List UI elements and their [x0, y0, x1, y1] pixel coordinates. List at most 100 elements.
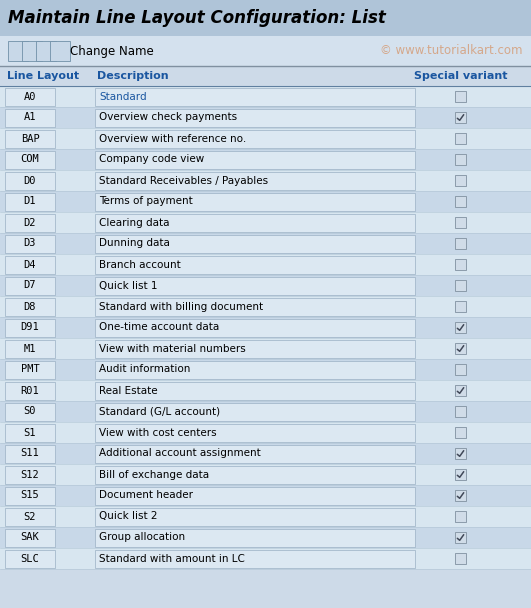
- FancyBboxPatch shape: [455, 553, 466, 564]
- Text: Description: Description: [97, 71, 169, 81]
- FancyBboxPatch shape: [0, 0, 531, 36]
- FancyBboxPatch shape: [95, 108, 415, 126]
- Text: Bill of exchange data: Bill of exchange data: [99, 469, 209, 480]
- Text: Overview with reference no.: Overview with reference no.: [99, 134, 246, 143]
- FancyBboxPatch shape: [0, 254, 531, 275]
- Text: Clearing data: Clearing data: [99, 218, 169, 227]
- FancyBboxPatch shape: [95, 255, 415, 274]
- Text: One-time account data: One-time account data: [99, 322, 219, 333]
- FancyBboxPatch shape: [22, 41, 42, 61]
- Text: BAP: BAP: [21, 134, 39, 143]
- Text: Document header: Document header: [99, 491, 193, 500]
- FancyBboxPatch shape: [455, 154, 466, 165]
- FancyBboxPatch shape: [5, 486, 55, 505]
- Text: A1: A1: [24, 112, 36, 122]
- FancyBboxPatch shape: [95, 297, 415, 316]
- FancyBboxPatch shape: [0, 443, 531, 464]
- FancyBboxPatch shape: [95, 193, 415, 210]
- FancyBboxPatch shape: [455, 301, 466, 312]
- Text: Line Layout: Line Layout: [7, 71, 79, 81]
- FancyBboxPatch shape: [0, 212, 531, 233]
- FancyBboxPatch shape: [95, 213, 415, 232]
- Text: A0: A0: [24, 91, 36, 102]
- FancyBboxPatch shape: [455, 406, 466, 417]
- Text: S15: S15: [21, 491, 39, 500]
- Text: Special variant: Special variant: [414, 71, 507, 81]
- FancyBboxPatch shape: [455, 532, 466, 543]
- FancyBboxPatch shape: [0, 506, 531, 527]
- FancyBboxPatch shape: [0, 275, 531, 296]
- FancyBboxPatch shape: [0, 359, 531, 380]
- FancyBboxPatch shape: [95, 508, 415, 525]
- FancyBboxPatch shape: [0, 485, 531, 506]
- FancyBboxPatch shape: [95, 319, 415, 336]
- FancyBboxPatch shape: [455, 238, 466, 249]
- Text: D91: D91: [21, 322, 39, 333]
- FancyBboxPatch shape: [455, 322, 466, 333]
- Text: Standard Receivables / Payables: Standard Receivables / Payables: [99, 176, 268, 185]
- FancyBboxPatch shape: [455, 490, 466, 501]
- Text: S12: S12: [21, 469, 39, 480]
- Text: Quick list 2: Quick list 2: [99, 511, 158, 522]
- FancyBboxPatch shape: [5, 213, 55, 232]
- Text: Terms of payment: Terms of payment: [99, 196, 193, 207]
- Text: Real Estate: Real Estate: [99, 385, 158, 395]
- FancyBboxPatch shape: [0, 107, 531, 128]
- Text: Branch account: Branch account: [99, 260, 181, 269]
- FancyBboxPatch shape: [50, 41, 70, 61]
- Text: M1: M1: [24, 344, 36, 353]
- FancyBboxPatch shape: [36, 41, 56, 61]
- FancyBboxPatch shape: [455, 364, 466, 375]
- Text: Company code view: Company code view: [99, 154, 204, 165]
- Text: Dunning data: Dunning data: [99, 238, 170, 249]
- Text: SLC: SLC: [21, 553, 39, 564]
- Text: Overview check payments: Overview check payments: [99, 112, 237, 122]
- FancyBboxPatch shape: [95, 486, 415, 505]
- FancyBboxPatch shape: [95, 235, 415, 252]
- FancyBboxPatch shape: [95, 466, 415, 483]
- Text: © www.tutorialkart.com: © www.tutorialkart.com: [381, 44, 523, 58]
- FancyBboxPatch shape: [0, 527, 531, 548]
- Text: D1: D1: [24, 196, 36, 207]
- FancyBboxPatch shape: [455, 343, 466, 354]
- FancyBboxPatch shape: [95, 528, 415, 547]
- FancyBboxPatch shape: [0, 233, 531, 254]
- Text: View with material numbers: View with material numbers: [99, 344, 246, 353]
- Text: PMT: PMT: [21, 365, 39, 375]
- Text: D8: D8: [24, 302, 36, 311]
- Text: Standard with billing document: Standard with billing document: [99, 302, 263, 311]
- FancyBboxPatch shape: [0, 36, 531, 66]
- FancyBboxPatch shape: [5, 108, 55, 126]
- FancyBboxPatch shape: [0, 86, 531, 107]
- FancyBboxPatch shape: [95, 277, 415, 294]
- Text: D2: D2: [24, 218, 36, 227]
- Text: Maintain Line Layout Configuration: List: Maintain Line Layout Configuration: List: [8, 9, 386, 27]
- FancyBboxPatch shape: [0, 128, 531, 149]
- FancyBboxPatch shape: [5, 235, 55, 252]
- FancyBboxPatch shape: [0, 422, 531, 443]
- FancyBboxPatch shape: [95, 151, 415, 168]
- FancyBboxPatch shape: [5, 466, 55, 483]
- Text: S2: S2: [24, 511, 36, 522]
- FancyBboxPatch shape: [455, 511, 466, 522]
- FancyBboxPatch shape: [455, 427, 466, 438]
- FancyBboxPatch shape: [455, 385, 466, 396]
- Text: Standard with amount in LC: Standard with amount in LC: [99, 553, 245, 564]
- FancyBboxPatch shape: [455, 133, 466, 144]
- Text: SAK: SAK: [21, 533, 39, 542]
- FancyBboxPatch shape: [95, 424, 415, 441]
- FancyBboxPatch shape: [5, 508, 55, 525]
- FancyBboxPatch shape: [95, 402, 415, 421]
- FancyBboxPatch shape: [5, 424, 55, 441]
- FancyBboxPatch shape: [95, 88, 415, 106]
- FancyBboxPatch shape: [5, 88, 55, 106]
- FancyBboxPatch shape: [95, 444, 415, 463]
- FancyBboxPatch shape: [5, 402, 55, 421]
- FancyBboxPatch shape: [95, 130, 415, 148]
- FancyBboxPatch shape: [5, 339, 55, 358]
- Text: Group allocation: Group allocation: [99, 533, 185, 542]
- FancyBboxPatch shape: [5, 277, 55, 294]
- FancyBboxPatch shape: [455, 469, 466, 480]
- FancyBboxPatch shape: [95, 550, 415, 567]
- FancyBboxPatch shape: [95, 339, 415, 358]
